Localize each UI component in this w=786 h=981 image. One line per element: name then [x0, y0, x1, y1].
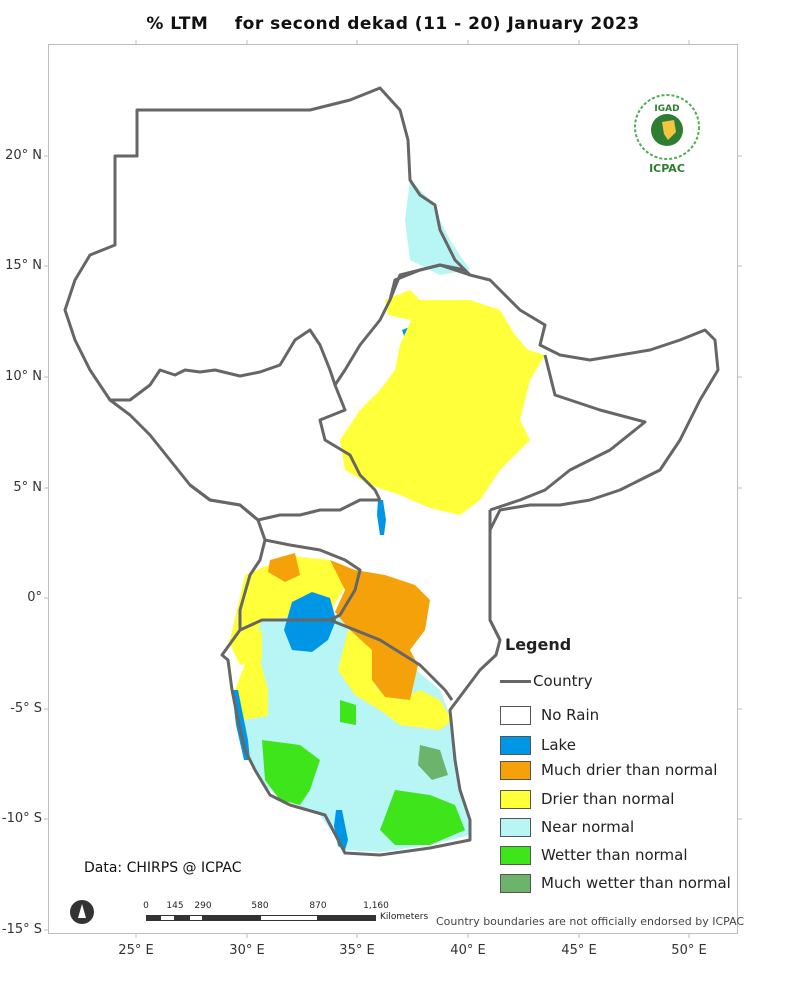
region-wetter-southeast [380, 790, 465, 845]
legend-label-drier: Drier than normal [541, 790, 675, 808]
legend-item-lake: Lake [500, 735, 576, 755]
swatch-near-normal [500, 817, 531, 837]
swatch-no-rain [500, 705, 531, 725]
region-drier-central [338, 630, 452, 730]
region-much-drier-nw [268, 553, 300, 582]
legend-item-much-drier: Much drier than normal [500, 760, 717, 780]
boundary-southsudan-ethiopia [318, 384, 382, 501]
logo-icpac-text: ICPAC [649, 162, 685, 175]
lat-label-15s: -15° S [1, 922, 42, 937]
region-drier-eritrea [405, 180, 470, 275]
scale-tick: 1,160 [363, 901, 389, 911]
country-boundaries [63, 86, 720, 857]
country-line-icon [500, 679, 531, 683]
lat-label-10s: -10° S [1, 811, 42, 826]
region-much-drier-uganda-kenya [330, 560, 430, 700]
region-drier-nw-ethiopia [385, 290, 425, 320]
legend-item-wetter: Wetter than normal [500, 845, 688, 865]
region-drier-west [228, 630, 262, 665]
legend-label-near-normal: Near normal [541, 818, 635, 836]
scale-tick: 580 [251, 901, 269, 911]
title-suffix: for second dekad (11 - 20) January 2023 [234, 14, 640, 34]
lake-victoria [284, 592, 336, 652]
legend-label-lake: Lake [541, 736, 576, 754]
legend-item-much-wetter: Much wetter than normal [500, 873, 731, 893]
boundary-eritrea [388, 263, 471, 301]
boundary-ethiopia-somalia [489, 354, 647, 512]
legend-item-near-normal: Near normal [500, 817, 634, 837]
swatch-lake [500, 735, 531, 755]
region-drier-ethiopia [340, 300, 545, 515]
graticule-ticks [44, 40, 742, 938]
region-wetter-central [340, 700, 356, 725]
scale-seg [203, 915, 260, 921]
swatch-much-drier [500, 760, 531, 780]
legend-title: Legend [505, 635, 572, 654]
swatch-much-wetter [500, 873, 531, 893]
lat-label-5s: -5° S [10, 701, 42, 716]
scale-seg [175, 915, 189, 921]
data-source: Data: CHIRPS @ ICPAC [84, 860, 242, 876]
scale-seg [260, 915, 318, 921]
swatch-wetter [500, 845, 531, 865]
region-wetter-southwest [262, 740, 320, 805]
lon-label-35e: 35° E [339, 943, 375, 958]
lon-label-50e: 50° E [671, 943, 707, 958]
scale-seg [318, 915, 376, 921]
lat-label-20n: 20° N [5, 148, 42, 163]
title-prefix: % LTM [146, 14, 209, 34]
lat-label-0: 0° [27, 590, 42, 605]
disclaimer: Country boundaries are not officially en… [436, 915, 745, 928]
scale-unit: Kilometers [380, 912, 429, 922]
lon-label-25e: 25° E [118, 943, 154, 958]
legend-label-no-rain: No Rain [541, 706, 600, 724]
lat-label-15n: 15° N [5, 258, 42, 273]
region-much-wetter-tanzania [418, 745, 448, 780]
legend-item-country: Country [500, 671, 593, 691]
scale-tick: 290 [194, 901, 212, 911]
legend-item-no-rain: No Rain [500, 705, 599, 725]
lat-label-5n: 5° N [13, 480, 42, 495]
igad-icpac-logo: IGAD ICPAC [632, 92, 702, 178]
lon-label-45e: 45° E [561, 943, 597, 958]
lon-label-30e: 30° E [229, 943, 265, 958]
boundary-kenya-tanzania [329, 618, 454, 701]
lon-label-40e: 40° E [450, 943, 486, 958]
scale-seg [189, 915, 203, 921]
scale-seg [146, 915, 160, 921]
lake-turkana [377, 500, 386, 535]
lat-label-10n: 10° N [5, 369, 42, 384]
logo-emblem-icon [634, 94, 700, 160]
scale-seg [160, 915, 175, 921]
legend-label-country: Country [533, 672, 593, 690]
legend-label-much-wetter: Much wetter than normal [541, 874, 731, 892]
scale-tick: 870 [309, 901, 327, 911]
boundary-uganda [239, 538, 362, 632]
map-title: % LTM for second dekad (11 - 20) January… [0, 14, 786, 34]
legend-label-much-drier: Much drier than normal [541, 761, 718, 779]
legend-item-drier: Drier than normal [500, 789, 674, 809]
legend-label-wetter: Wetter than normal [541, 846, 688, 864]
boundary-kenya-somalia [488, 510, 502, 641]
scale-tick: 0 [143, 901, 149, 911]
logo-igad-text: IGAD [654, 104, 680, 114]
scale-tick: 145 [166, 901, 184, 911]
north-arrow-icon [70, 900, 94, 924]
swatch-drier [500, 789, 531, 809]
boundary-southsudan-south [189, 483, 380, 522]
